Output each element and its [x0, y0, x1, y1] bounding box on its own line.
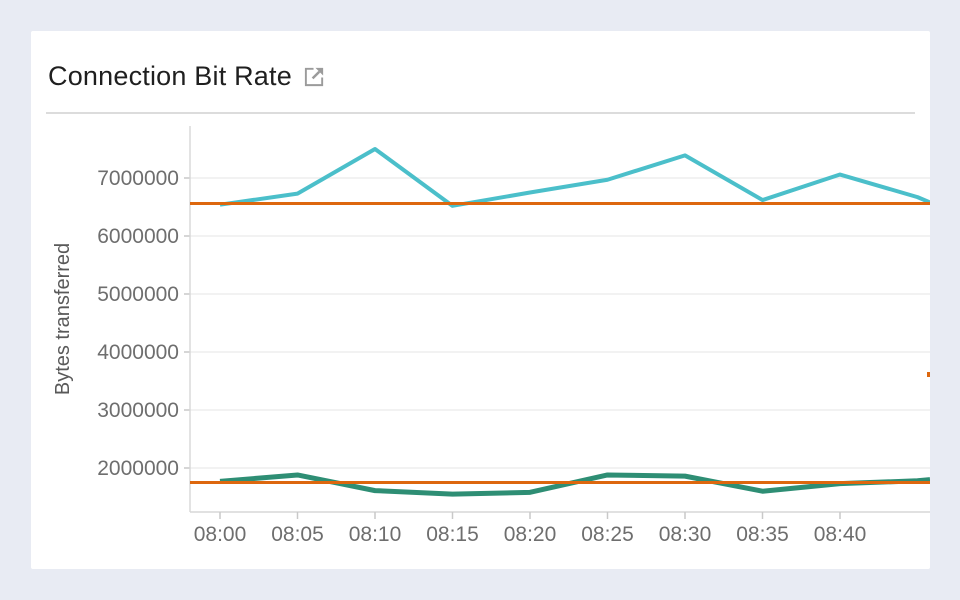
x-tick-label: 08:25 [581, 523, 634, 546]
x-tick-label: 08:15 [426, 523, 479, 546]
x-tick-label: 08:00 [194, 523, 247, 546]
y-tick-label: 4000000 [97, 341, 179, 364]
chart-card: 7000000 6000000 5000000 4000000 3000000 20000… [31, 31, 930, 569]
chart-title: Connection Bit Rate [48, 61, 292, 91]
clipped-orange-mark [927, 372, 930, 377]
x-tick-label: 08:40 [814, 523, 867, 546]
x-tick-label: 08:30 [659, 523, 712, 546]
y-tick-label: 2000000 [97, 457, 179, 480]
header-divider [46, 112, 915, 114]
line-chart: 7000000 6000000 5000000 4000000 3000000 20000… [52, 126, 930, 546]
y-tick-label: 5000000 [97, 283, 179, 306]
external-link-icon[interactable] [303, 65, 326, 88]
series-line-1 [219, 147, 930, 208]
x-tick-label: 08:35 [736, 523, 789, 546]
card-header: Connection Bit Rate [48, 60, 326, 92]
y-tick-label: 6000000 [97, 225, 179, 248]
x-tick-label: 08:20 [504, 523, 557, 546]
series-line-2 [219, 472, 930, 497]
x-tick-label: 08:05 [271, 523, 324, 546]
y-tick-label: 7000000 [97, 167, 179, 190]
x-tick-label: 08:10 [349, 523, 402, 546]
y-axis-title: Bytes transferred [52, 243, 74, 395]
y-tick-label: 3000000 [97, 399, 179, 422]
